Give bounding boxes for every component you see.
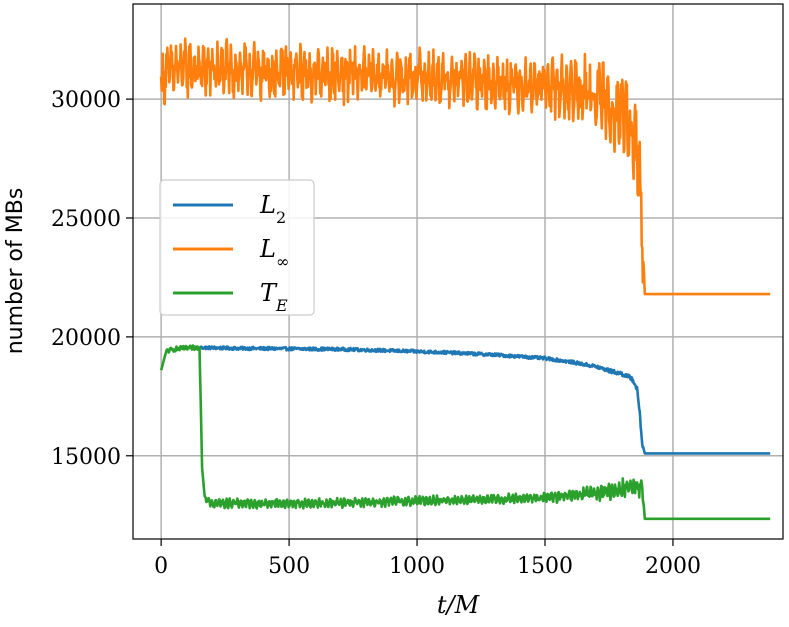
series-lines — [159, 37, 771, 521]
x-axis-label: t/M — [437, 591, 481, 619]
x-tick-label: 1500 — [517, 554, 573, 579]
x-tick-label: 0 — [154, 554, 168, 579]
y-tick-label: 30000 — [51, 88, 121, 113]
y-tick-label: 20000 — [51, 326, 121, 351]
x-tick-label: 2000 — [645, 554, 701, 579]
legend-label-subscript: ∞ — [276, 252, 289, 271]
plot-frame — [132, 3, 784, 540]
series-line-L2 — [198, 345, 771, 455]
series-line-TE — [159, 344, 771, 521]
y-tick-label: 15000 — [51, 445, 121, 470]
series-line-L∞ — [159, 37, 771, 296]
axis-ticks: 0 500 1000 1500 2000 15000 20000 25000 30000 — [51, 88, 701, 579]
x-tick-label: 1000 — [389, 554, 445, 579]
legend: L2L∞TE — [159, 179, 315, 316]
legend-box — [159, 179, 315, 316]
legend-label-subscript: E — [275, 296, 288, 315]
y-axis-label: number of MBs — [3, 188, 28, 355]
x-tick-label: 500 — [268, 554, 310, 579]
y-tick-label: 25000 — [51, 207, 121, 232]
legend-label-subscript: 2 — [276, 208, 286, 227]
